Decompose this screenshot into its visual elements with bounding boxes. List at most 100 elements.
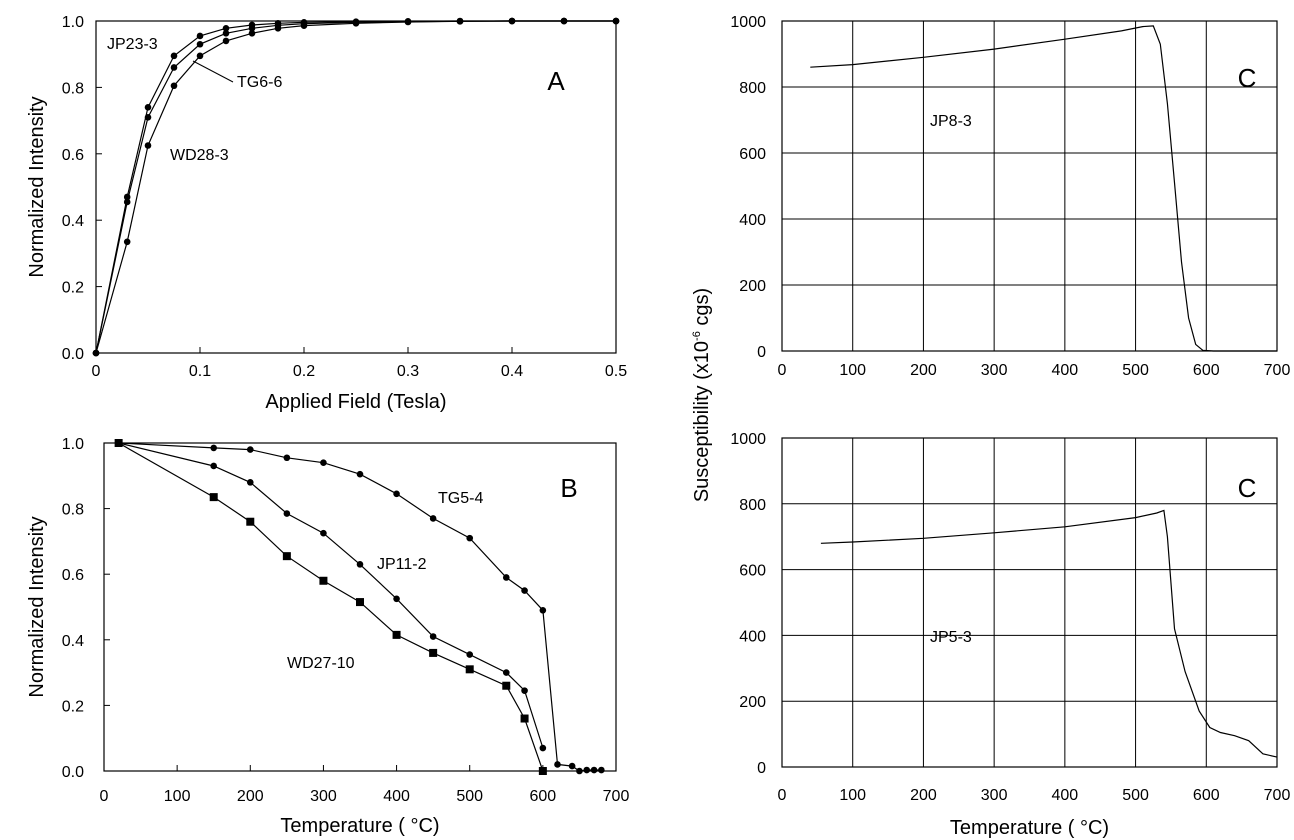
data-point (319, 576, 328, 585)
chart-panel-3: 0 100 200 300 400 500 600 700 0 200 400 600 800 1000 C… (730, 14, 1290, 379)
x-axis-label: Temperature ( °C) (950, 817, 1109, 839)
data-point (222, 29, 230, 37)
data-point (429, 515, 437, 522)
series-label: TG5-4 (438, 490, 483, 507)
data-point (210, 444, 218, 452)
data-point (320, 529, 327, 537)
x-tick-label: 100 (839, 362, 866, 379)
x-tick-label: 600 (1193, 787, 1220, 804)
y-tick-label: 0.0 (62, 764, 84, 781)
y-tick-label: 1.0 (62, 14, 84, 31)
data-point (210, 462, 218, 470)
data-point (539, 606, 547, 614)
series-label-leader (192, 60, 234, 83)
y-tick-label: 200 (739, 278, 766, 295)
data-point (283, 510, 291, 517)
y-tick-label: 0.2 (62, 280, 84, 297)
x-tick-label: 0 (100, 788, 109, 805)
data-point (248, 25, 256, 32)
data-point (144, 142, 152, 149)
data-point (612, 17, 620, 25)
y-tick-label: 0 (757, 344, 766, 361)
data-point (456, 18, 464, 25)
x-tick-label: 0 (778, 362, 787, 379)
series-line-JP5-3 (820, 509, 1278, 758)
data-point (521, 587, 528, 594)
data-point (502, 574, 510, 581)
data-point (282, 552, 291, 561)
data-point (466, 651, 474, 658)
data-point (392, 630, 401, 639)
x-tick-label: 700 (1264, 787, 1291, 804)
x-tick-label: 500 (456, 788, 483, 805)
plot-frame (95, 20, 617, 354)
y-tick-label: 400 (739, 212, 766, 229)
data-point (246, 517, 255, 526)
panel-label: A (547, 66, 565, 96)
x-tick-label: 100 (839, 787, 866, 804)
data-point (300, 22, 308, 29)
data-point (576, 767, 583, 775)
data-point (356, 470, 364, 478)
data-point (352, 20, 360, 27)
panel-label: C (1238, 473, 1257, 503)
series-label: JP23-3 (107, 36, 158, 53)
x-tick-label: 400 (1052, 787, 1079, 804)
x-tick-label: 700 (1264, 362, 1291, 379)
series-line-TG5-4 (118, 442, 602, 772)
x-tick-label: 600 (530, 788, 557, 805)
y-tick-label: 1000 (730, 431, 766, 448)
series-label: TG6-6 (237, 74, 282, 91)
y-tick-label: 600 (739, 146, 766, 163)
plot-frame (781, 437, 1278, 768)
x-tick-label: 100 (164, 788, 191, 805)
x-tick-label: 300 (981, 362, 1008, 379)
data-point (521, 687, 528, 694)
data-point (283, 454, 291, 462)
x-tick-label: 200 (910, 787, 937, 804)
data-point (598, 766, 605, 774)
series-line-WD28-3 (95, 20, 616, 354)
data-point (502, 681, 511, 690)
y-tick-label: 0.8 (62, 80, 84, 97)
y-tick-label: 0.4 (62, 213, 84, 230)
y-tick-label: 1.0 (62, 436, 84, 453)
series-line-WD27-10 (118, 442, 544, 772)
data-point (466, 534, 474, 542)
series-line-TG6-6 (95, 20, 616, 354)
y-tick-label: 0.6 (62, 147, 84, 164)
x-tick-label: 400 (383, 788, 410, 805)
x-tick-label: 0.3 (397, 363, 419, 380)
data-point (144, 113, 152, 121)
y-tick-label: 0.2 (62, 698, 84, 715)
data-point (196, 40, 204, 48)
data-point (568, 762, 576, 770)
x-tick-label: 0.5 (605, 363, 627, 380)
x-tick-label: 200 (237, 788, 264, 805)
panel-label: C (1238, 63, 1257, 93)
data-point (222, 25, 230, 32)
y-tick-label: 800 (739, 80, 766, 97)
shared-y-axis-label-unit: cgs) (691, 288, 713, 331)
shared-y-axis-label: Susceptibility (x10-6 cgs) (691, 288, 713, 502)
series-label: WD27-10 (287, 655, 355, 672)
series-label: JP11-2 (377, 556, 427, 573)
y-tick-label: 1000 (730, 14, 766, 31)
x-tick-label: 300 (981, 787, 1008, 804)
x-tick-label: 300 (310, 788, 337, 805)
data-point (209, 493, 218, 502)
x-tick-label: 200 (910, 362, 937, 379)
data-point (170, 82, 178, 90)
panel-label: B (560, 473, 577, 503)
shared-y-axis-label-main: Susceptibility (x10 (691, 341, 713, 502)
data-point (538, 767, 547, 775)
data-point (520, 714, 529, 723)
data-point (170, 52, 178, 60)
y-tick-label: 600 (739, 563, 766, 580)
y-axis-label: Normalized Intensity (26, 516, 48, 697)
x-tick-label: 0 (778, 787, 787, 804)
data-point (123, 238, 131, 246)
y-tick-label: 0 (757, 760, 766, 777)
data-point (196, 32, 204, 40)
chart-panel-2: 0 100 200 300 400 500 600 700 0.0 0.2 0.4 0.6 0.8 1.0… (26, 436, 629, 837)
